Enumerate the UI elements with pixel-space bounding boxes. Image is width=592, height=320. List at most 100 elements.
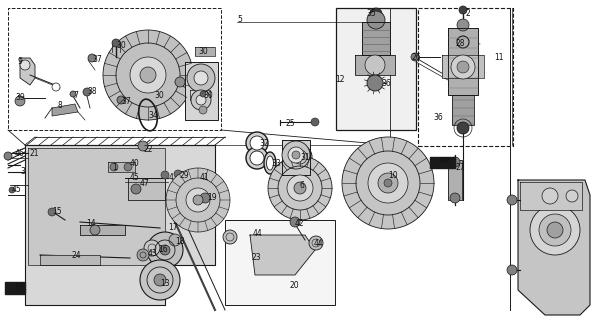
Circle shape	[138, 141, 148, 151]
Circle shape	[365, 55, 385, 75]
Circle shape	[367, 11, 385, 29]
Text: 2: 2	[465, 9, 469, 18]
Polygon shape	[355, 55, 395, 75]
Polygon shape	[185, 62, 218, 120]
Circle shape	[294, 182, 306, 194]
Circle shape	[282, 141, 310, 169]
Circle shape	[186, 188, 210, 212]
Circle shape	[199, 106, 207, 114]
Circle shape	[169, 234, 181, 246]
Text: 13: 13	[160, 278, 170, 287]
Circle shape	[459, 6, 467, 14]
Circle shape	[288, 145, 312, 169]
Circle shape	[311, 118, 319, 126]
Circle shape	[290, 217, 300, 227]
Bar	[8, 8, 221, 130]
Text: 30: 30	[198, 46, 208, 55]
Text: 23: 23	[251, 253, 260, 262]
Polygon shape	[5, 282, 25, 294]
Circle shape	[451, 55, 475, 79]
Circle shape	[457, 122, 469, 134]
Bar	[418, 8, 513, 146]
Text: 44: 44	[253, 229, 263, 238]
Bar	[225, 220, 335, 305]
Polygon shape	[520, 182, 582, 210]
Polygon shape	[128, 178, 165, 200]
Polygon shape	[452, 95, 474, 125]
Text: 37: 37	[92, 55, 102, 65]
Circle shape	[144, 240, 160, 256]
Circle shape	[530, 205, 580, 255]
Circle shape	[287, 175, 313, 201]
Polygon shape	[518, 180, 590, 315]
Text: 37: 37	[121, 97, 131, 106]
Circle shape	[137, 249, 149, 261]
Text: 22: 22	[144, 146, 153, 155]
Circle shape	[193, 195, 203, 205]
Circle shape	[370, 8, 382, 20]
Circle shape	[161, 171, 169, 179]
Text: 3: 3	[20, 167, 25, 177]
Polygon shape	[362, 22, 390, 55]
Circle shape	[384, 179, 392, 187]
Circle shape	[292, 151, 300, 159]
Text: 47: 47	[140, 180, 150, 188]
Text: 38: 38	[87, 87, 96, 97]
Polygon shape	[250, 235, 315, 275]
Circle shape	[90, 225, 100, 235]
Circle shape	[160, 245, 170, 255]
Text: 32: 32	[259, 139, 269, 148]
Circle shape	[83, 88, 91, 96]
Circle shape	[457, 61, 469, 73]
Circle shape	[154, 274, 166, 286]
Polygon shape	[28, 148, 165, 265]
Circle shape	[166, 168, 230, 232]
Text: 29: 29	[180, 171, 189, 180]
Polygon shape	[282, 140, 310, 175]
Polygon shape	[190, 90, 210, 100]
Circle shape	[200, 193, 210, 203]
Text: 28: 28	[455, 39, 465, 49]
Text: 25: 25	[285, 119, 295, 129]
Text: 41: 41	[200, 172, 210, 181]
Text: 30: 30	[116, 41, 126, 50]
Circle shape	[246, 147, 268, 169]
Ellipse shape	[264, 152, 276, 174]
Circle shape	[20, 60, 30, 70]
Text: 16: 16	[158, 244, 168, 253]
Text: 31: 31	[300, 153, 310, 162]
Circle shape	[48, 208, 56, 216]
Text: FR.: FR.	[440, 157, 453, 166]
Polygon shape	[80, 225, 125, 235]
Circle shape	[140, 67, 156, 83]
Text: 36: 36	[433, 114, 443, 123]
Polygon shape	[40, 255, 100, 265]
Circle shape	[140, 260, 180, 300]
Circle shape	[507, 195, 517, 205]
Circle shape	[542, 188, 558, 204]
Circle shape	[131, 184, 141, 194]
Text: 9: 9	[17, 58, 22, 67]
Polygon shape	[25, 145, 215, 305]
Circle shape	[117, 96, 125, 104]
Circle shape	[309, 236, 323, 250]
Polygon shape	[442, 55, 484, 78]
Circle shape	[547, 222, 563, 238]
Circle shape	[130, 57, 166, 93]
Text: 10: 10	[388, 172, 398, 180]
Circle shape	[112, 39, 120, 47]
Text: 24: 24	[72, 252, 82, 260]
Ellipse shape	[266, 156, 274, 170]
Text: 26: 26	[411, 52, 421, 61]
Circle shape	[450, 193, 460, 203]
Circle shape	[110, 163, 118, 171]
Text: 43: 43	[148, 249, 157, 258]
Text: 34: 34	[148, 111, 157, 121]
Polygon shape	[430, 157, 455, 168]
Circle shape	[342, 137, 434, 229]
Circle shape	[378, 173, 398, 193]
Text: 12: 12	[335, 76, 345, 84]
Polygon shape	[448, 160, 462, 200]
Text: 35: 35	[366, 10, 376, 19]
Circle shape	[175, 77, 185, 87]
